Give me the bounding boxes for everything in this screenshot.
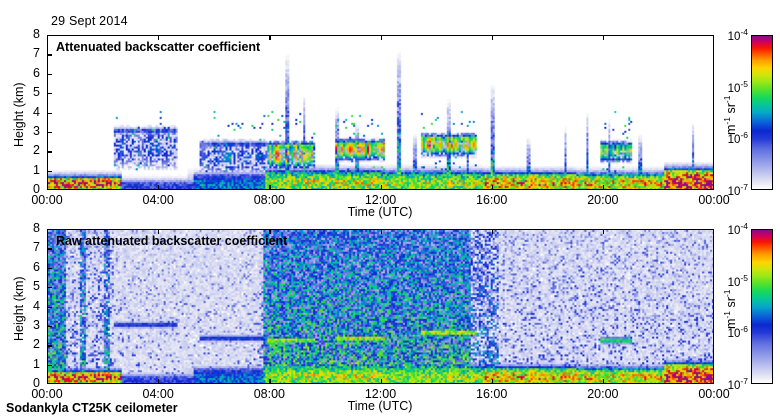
raw-attenuated-backscatter-heatmap [48, 230, 713, 383]
xtick-label: 00:00 [31, 387, 63, 401]
xtick-label: 04:00 [142, 193, 174, 207]
ytick-label: 8 [33, 221, 40, 235]
ytick-label: 0 [33, 182, 40, 196]
ytick-label: 4 [33, 298, 40, 313]
xtick-mark [269, 379, 271, 384]
xtick-mark [380, 185, 382, 190]
attenuated-backscatter-heatmap [48, 36, 713, 189]
ytick-mark [47, 345, 52, 347]
colorbar-attenuated-unit: m-1 sr-1 [722, 95, 739, 135]
xtick-label: 04:00 [142, 387, 174, 401]
ytick-mark [47, 93, 52, 95]
xtick-mark [380, 229, 382, 234]
ytick-label: 3 [33, 123, 40, 138]
panel-raw-plot-area [47, 229, 714, 384]
ytick-label: 2 [33, 337, 40, 352]
ytick-label: 0 [33, 376, 40, 390]
xtick-mark [491, 35, 493, 40]
date-label: 29 Sept 2014 [51, 14, 128, 28]
xtick-label: 08:00 [253, 193, 285, 207]
colorbar-tick-label: 10-7 [727, 376, 748, 392]
colorbar-tick-label: 10-5 [727, 78, 748, 95]
xtick-mark [602, 185, 605, 190]
xtick-label: 12:00 [364, 193, 397, 207]
ytick-label: 6 [33, 259, 40, 274]
xtick-mark [158, 185, 160, 190]
ytick-label: 2 [33, 143, 40, 158]
ytick-mark [47, 287, 52, 289]
ytick-label: 7 [33, 46, 40, 61]
xtick-mark [269, 185, 271, 190]
colorbar-raw-unit: m-1 sr-1 [722, 289, 739, 329]
xtick-mark [380, 379, 382, 384]
xtick-mark [380, 35, 382, 40]
xtick-mark [269, 229, 271, 234]
ytick-mark [47, 112, 52, 114]
ytick-label: 7 [33, 240, 40, 255]
xtick-mark [602, 229, 605, 234]
panel-attenuated-title: Attenuated backscatter coefficient [56, 40, 261, 54]
xtick-label: 16:00 [476, 193, 508, 207]
colorbar-tick-label: 10-4 [727, 27, 748, 43]
xtick-mark [491, 185, 493, 190]
ytick-label: 5 [33, 279, 40, 294]
xtick-label: 00:00 [698, 193, 730, 207]
ytick-mark [47, 54, 52, 56]
xtick-mark [491, 229, 493, 234]
colorbar-raw [751, 229, 773, 384]
ytick-mark [47, 73, 52, 76]
panel-raw-xlabel: Time (UTC) [347, 399, 413, 413]
panel-raw-title: Raw attenuated backscatter coefficient [56, 234, 288, 248]
colorbar-tick-label: 10-7 [727, 182, 748, 198]
xtick-label: 12:00 [364, 387, 397, 401]
ytick-label: 5 [33, 85, 40, 100]
ytick-mark [47, 267, 52, 270]
ytick-label: 6 [33, 65, 40, 80]
xtick-label: 08:00 [253, 387, 285, 401]
ytick-mark [47, 170, 52, 172]
colorbar-tick-label: 10-6 [727, 130, 748, 147]
xtick-mark [602, 379, 605, 384]
colorbar-gradient [752, 36, 772, 189]
xtick-label: 16:00 [476, 387, 508, 401]
xtick-mark [269, 35, 271, 40]
colorbar-tick-label: 10-4 [727, 221, 748, 237]
xtick-label: 00:00 [31, 193, 63, 207]
ytick-mark [47, 151, 52, 153]
ytick-mark [47, 325, 52, 328]
xtick-mark [158, 229, 160, 234]
instrument-footer: Sodankyla CT25K ceilometer [6, 401, 178, 415]
ytick-label: 8 [33, 27, 40, 41]
panel-attenuated-xlabel: Time (UTC) [347, 205, 413, 219]
ytick-label: 4 [33, 104, 40, 119]
xtick-mark [158, 379, 160, 384]
xtick-mark [602, 35, 605, 40]
colorbar-tick-label: 10-5 [727, 272, 748, 289]
xtick-label: 00:00 [698, 387, 730, 401]
xtick-label: 20:00 [587, 193, 619, 207]
ytick-mark [47, 248, 52, 250]
ytick-label: 3 [33, 317, 40, 332]
ytick-mark [47, 131, 52, 134]
colorbar-tick-label: 10-6 [727, 324, 748, 341]
ytick-label: 1 [33, 356, 40, 371]
xtick-label: 20:00 [587, 387, 619, 401]
panel-attenuated-plot-area [47, 35, 714, 190]
ytick-mark [47, 364, 52, 366]
colorbar-gradient [752, 230, 772, 383]
ytick-label: 1 [33, 162, 40, 177]
colorbar-attenuated [751, 35, 773, 190]
ytick-mark [47, 306, 52, 308]
xtick-mark [491, 379, 493, 384]
xtick-mark [158, 35, 160, 40]
